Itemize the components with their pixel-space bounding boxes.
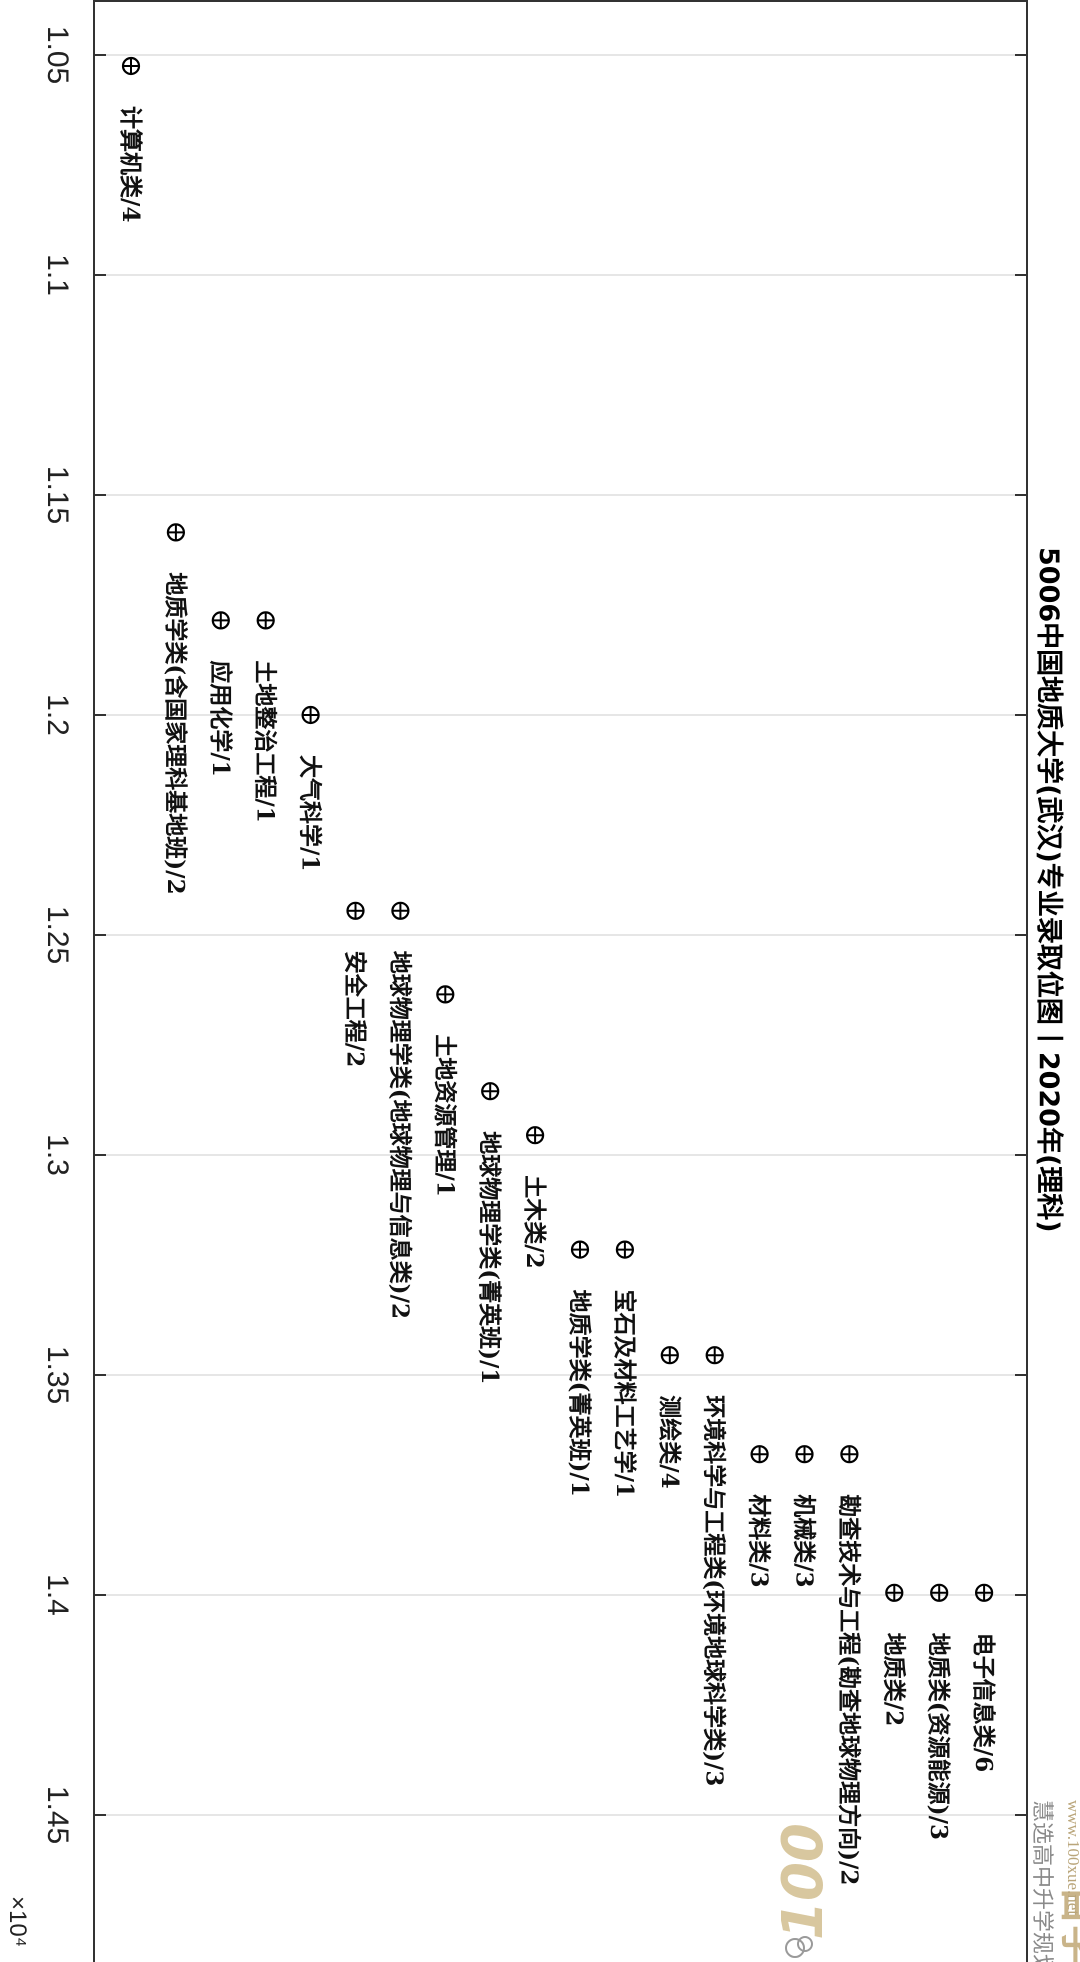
data-point: 地球物理学类(地球物理与信息类)/2 <box>386 901 413 1319</box>
point-label: 机械类/3 <box>791 1494 818 1587</box>
tick-label: 1.2 <box>41 694 74 736</box>
data-point: 勘查技术与工程(勘查地球物理方向)/2 <box>835 1445 862 1885</box>
point-label: 测绘类/4 <box>656 1395 683 1488</box>
data-point: 土地整治工程/1 <box>252 611 279 823</box>
point-label: 地质类/2 <box>880 1633 907 1726</box>
point-label: 土木类/2 <box>521 1175 548 1268</box>
data-point: 测绘类/4 <box>656 1346 683 1489</box>
data-point: 宝石及材料工艺学/1 <box>611 1240 638 1498</box>
data-point: 地质学类(含国家理科基地班)/2 <box>162 523 189 895</box>
data-point: 环境科学与工程类(环境地球科学类)/3 <box>701 1346 728 1786</box>
watermark-logo-number: 100 <box>771 1823 836 1940</box>
data-point: 地球物理学类(菁英班)/1 <box>476 1082 503 1384</box>
data-points: 计算机类/4 地质学类(含国家理科基地班)/2 应用化学/1 土地整治工程/1 大气科学… <box>117 56 997 1885</box>
watermark-account: 慧选高中升学规划 <box>1029 1800 1054 1962</box>
point-label: 地球物理学类(菁英班)/1 <box>476 1131 503 1384</box>
data-point: 机械类/3 <box>791 1445 818 1588</box>
data-point: 安全工程/2 <box>342 901 369 1067</box>
chart-title: 5006中国地质大学(武汉)专业录取位图丨2020年(理科) <box>1033 547 1065 1233</box>
point-label: 计算机类/4 <box>117 106 144 222</box>
point-label: 地质学类(菁英班)/1 <box>566 1290 593 1497</box>
watermark-brand: 百学网 <box>1056 1885 1080 1962</box>
data-point: 地质类/2 <box>880 1583 907 1726</box>
point-label: 应用化学/1 <box>207 660 234 776</box>
point-label: 地质学类(含国家理科基地班)/2 <box>162 572 189 894</box>
point-label: 材料类/3 <box>746 1494 773 1587</box>
tick-label: 1.3 <box>41 1134 74 1176</box>
watermark: 100 百学网 慧选高中升学规划 www.100xue.net <box>771 1800 1080 1962</box>
data-point: 应用化学/1 <box>207 611 234 777</box>
tick-label: 1.1 <box>41 254 74 296</box>
axis-multiplier: ×10⁴ <box>4 1896 31 1947</box>
data-point: 计算机类/4 <box>117 56 144 222</box>
tick-label: 1.45 <box>41 1786 74 1844</box>
point-label: 土地整治工程/1 <box>252 660 279 822</box>
tick-label: 1.25 <box>41 906 74 964</box>
data-point: 大气科学/1 <box>297 705 324 871</box>
point-label: 宝石及材料工艺学/1 <box>611 1290 638 1498</box>
grid-lines <box>94 54 1027 1816</box>
watermark-url: www.100xue.net <box>1064 1800 1080 1915</box>
point-label: 地球物理学类(地球物理与信息类)/2 <box>386 951 413 1319</box>
point-label: 电子信息类/6 <box>970 1633 997 1772</box>
tick-label: 1.05 <box>41 26 74 84</box>
tick-label: 1.35 <box>41 1346 74 1404</box>
data-point: 地质类(资源能源)/3 <box>925 1583 952 1840</box>
wechat-icon <box>785 1936 813 1958</box>
y-ticks: 1.05 1.1 1.15 1.2 1.25 1.3 1.35 1.4 1.45 <box>41 26 1027 1844</box>
point-label: 土地资源管理/1 <box>431 1034 458 1196</box>
point-label: 环境科学与工程类(环境地球科学类)/3 <box>701 1395 728 1786</box>
plot-area <box>94 0 1027 1962</box>
data-point: 土木类/2 <box>521 1126 548 1269</box>
tick-label: 1.4 <box>41 1574 74 1616</box>
data-point: 地质学类(菁英班)/1 <box>566 1240 593 1497</box>
point-label: 大气科学/1 <box>297 755 324 871</box>
point-label: 安全工程/2 <box>342 951 369 1067</box>
data-point: 材料类/3 <box>746 1445 773 1588</box>
tick-label: 1.15 <box>41 466 74 524</box>
point-label: 勘查技术与工程(勘查地球物理方向)/2 <box>835 1494 862 1885</box>
data-point: 土地资源管理/1 <box>431 985 458 1197</box>
point-label: 地质类(资源能源)/3 <box>925 1633 952 1840</box>
data-point: 电子信息类/6 <box>970 1583 997 1772</box>
